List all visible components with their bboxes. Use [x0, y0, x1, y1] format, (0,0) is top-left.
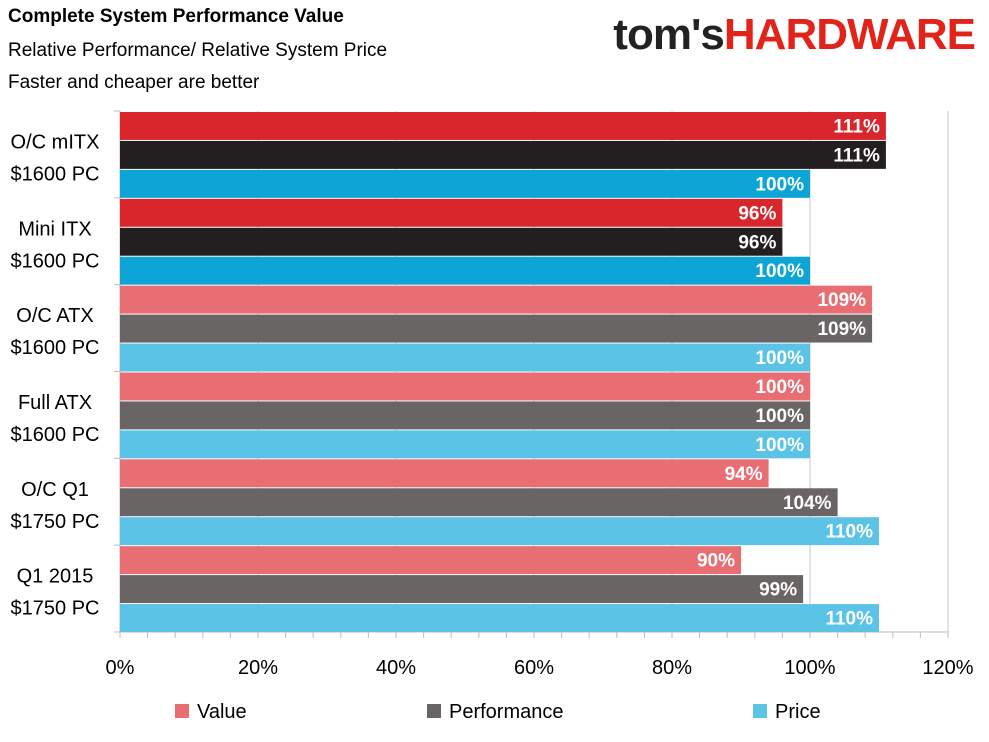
- brand-logo-part2: HARDWARE: [723, 10, 976, 59]
- category-label: O/C Q1: [21, 479, 89, 501]
- category-label: $1750 PC: [11, 598, 100, 620]
- category-label: $1600 PC: [11, 337, 100, 359]
- data-label: 96%: [738, 203, 776, 224]
- category-label: O/C mITX: [11, 131, 100, 153]
- chart-subtitle: Relative Performance/ Relative System Pr…: [8, 40, 388, 61]
- x-tick-label: 60%: [514, 657, 554, 679]
- category-label: O/C ATX: [16, 305, 93, 327]
- x-tick-label: 80%: [652, 657, 692, 679]
- legend-swatch: [753, 704, 767, 718]
- category-label: $1600 PC: [11, 163, 100, 185]
- x-tick-label: 100%: [784, 657, 835, 679]
- bar-value: [120, 372, 810, 401]
- data-label: 111%: [833, 145, 880, 166]
- category-label: $1600 PC: [11, 250, 100, 272]
- data-label: 100%: [755, 435, 804, 456]
- legend-swatch: [175, 704, 189, 718]
- chart-title: Complete System Performance Value: [8, 6, 344, 27]
- category-label: Q1 2015: [17, 566, 94, 588]
- brand-logo: tom'sHARDWARE: [613, 10, 976, 60]
- bar-price: [120, 169, 810, 198]
- bar-price: [120, 517, 879, 546]
- legend-swatch: [427, 704, 441, 718]
- bar-performance: [120, 488, 838, 517]
- data-label: 100%: [755, 174, 804, 195]
- x-tick-label: 20%: [238, 657, 278, 679]
- data-label: 96%: [738, 232, 776, 253]
- legend-label: Value: [197, 701, 247, 723]
- bar-price: [120, 604, 879, 632]
- bar-price: [120, 430, 810, 459]
- data-label: 109%: [817, 319, 866, 340]
- bar-value: [120, 198, 783, 227]
- bar-price: [120, 256, 810, 285]
- bar-performance: [120, 401, 810, 430]
- legend-label: Price: [775, 701, 821, 723]
- bar-performance: [120, 227, 783, 256]
- bar-value: [120, 285, 873, 314]
- bar-performance: [120, 314, 873, 343]
- data-label: 99%: [759, 580, 797, 601]
- data-label: 100%: [755, 377, 804, 398]
- x-tick-label: 120%: [922, 657, 973, 679]
- data-label: 100%: [755, 406, 804, 427]
- data-label: 94%: [725, 464, 763, 485]
- brand-logo-part1: tom's: [613, 10, 725, 59]
- data-label: 109%: [817, 290, 866, 311]
- chart-subtitle-note: Faster and cheaper are better: [8, 72, 260, 93]
- bar-value: [120, 459, 769, 488]
- bar-value: [120, 112, 886, 140]
- category-label: Full ATX: [18, 392, 92, 414]
- bar-price: [120, 343, 810, 372]
- data-label: 111%: [833, 116, 880, 137]
- data-label: 110%: [825, 609, 873, 630]
- x-tick-label: 40%: [376, 657, 416, 679]
- bar-value: [120, 546, 741, 575]
- legend-label: Performance: [449, 701, 564, 723]
- data-label: 110%: [825, 522, 873, 543]
- category-label: $1750 PC: [11, 511, 100, 533]
- category-label: Mini ITX: [18, 218, 91, 240]
- bar-performance: [120, 140, 886, 169]
- data-label: 100%: [755, 261, 804, 282]
- category-label: $1600 PC: [11, 424, 100, 446]
- data-label: 100%: [755, 348, 804, 369]
- bar-performance: [120, 575, 804, 604]
- x-tick-label: 0%: [106, 657, 135, 679]
- data-label: 104%: [783, 493, 832, 514]
- data-label: 90%: [697, 551, 735, 572]
